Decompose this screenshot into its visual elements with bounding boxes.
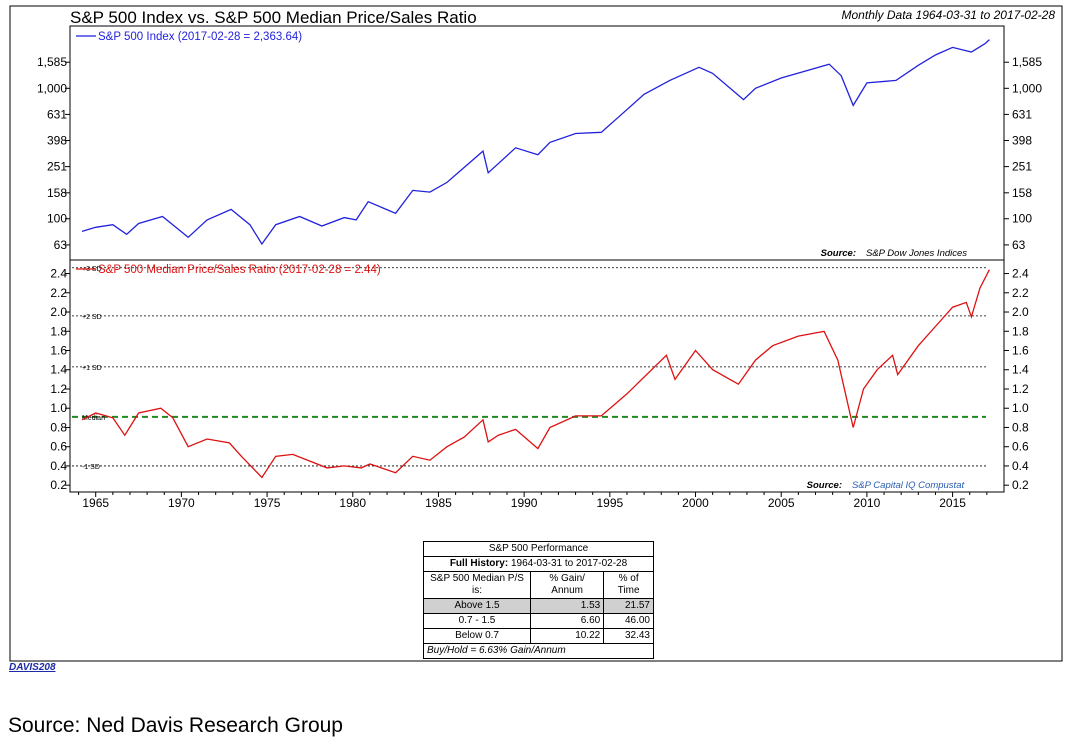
row-gain: 1.53 bbox=[530, 598, 605, 614]
table-row-header: S&P 500 Median P/S is: bbox=[422, 571, 532, 599]
y-tick-label-right: 1.8 bbox=[1012, 324, 1029, 338]
table-col-gain: % Gain/ Annum bbox=[530, 571, 605, 599]
y-tick-label-left: 1.0 bbox=[50, 401, 67, 415]
y-tick-label-right: 0.6 bbox=[1012, 440, 1029, 454]
y-tick-label-right: 1.2 bbox=[1012, 382, 1029, 396]
row-label: Below 0.7 bbox=[422, 628, 532, 644]
y-tick-label-left: 100 bbox=[47, 212, 67, 226]
x-tick-label: 1970 bbox=[168, 496, 195, 510]
median-ps-ratio-line bbox=[81, 269, 990, 479]
x-tick-label: 1965 bbox=[82, 496, 109, 510]
y-tick-label-left: 63 bbox=[54, 238, 68, 252]
sd-line-label: -1 SD bbox=[82, 464, 100, 471]
x-tick-label: 2015 bbox=[939, 496, 966, 510]
history-label: Full History: bbox=[449, 558, 509, 569]
table-row: Above 1.5 1.53 21.57 bbox=[422, 598, 654, 614]
y-tick-label-right: 100 bbox=[1012, 212, 1032, 226]
top-panel-frame bbox=[69, 25, 1005, 261]
x-tick-label: 1975 bbox=[254, 496, 281, 510]
davis-code: DAVIS208 bbox=[9, 662, 56, 673]
top-source-value: S&P Dow Jones Indices bbox=[866, 248, 967, 259]
table-row: Below 0.7 10.22 32.43 bbox=[422, 628, 654, 644]
x-tick-label: 1985 bbox=[425, 496, 452, 510]
y-tick-label-left: 2.0 bbox=[50, 305, 67, 319]
y-tick-label-right: 2.0 bbox=[1012, 305, 1029, 319]
y-tick-label-right: 1.6 bbox=[1012, 344, 1029, 358]
y-tick-label-right: 398 bbox=[1012, 133, 1032, 147]
y-tick-label-left: 1.8 bbox=[50, 324, 67, 338]
sd-line-label: +1 SD bbox=[82, 365, 102, 372]
y-tick-label-left: 398 bbox=[47, 133, 67, 147]
x-tick-label: 1995 bbox=[596, 496, 623, 510]
row-time: 46.00 bbox=[603, 613, 654, 629]
y-tick-label-right: 2.4 bbox=[1012, 267, 1029, 281]
y-tick-label-left: 2.2 bbox=[50, 286, 67, 300]
y-tick-label-right: 1.4 bbox=[1012, 363, 1029, 377]
y-tick-label-left: 0.2 bbox=[50, 478, 67, 492]
table-col-time: % of Time bbox=[603, 571, 654, 599]
y-tick-label-left: 0.6 bbox=[50, 440, 67, 454]
sd-line-label: +2 SD bbox=[82, 314, 102, 321]
y-tick-label-left: 251 bbox=[47, 160, 67, 174]
y-tick-label-left: 1.6 bbox=[50, 344, 67, 358]
y-tick-label-left: 0.4 bbox=[50, 459, 67, 473]
chart-subtitle: Monthly Data 1964-03-31 to 2017-02-28 bbox=[842, 8, 1056, 22]
y-tick-label-right: 2.2 bbox=[1012, 286, 1029, 300]
x-tick-label: 1990 bbox=[511, 496, 538, 510]
bottom-source-label: Source: bbox=[807, 480, 842, 491]
ratio-legend-label: S&P 500 Median Price/Sales Ratio (2017-0… bbox=[98, 264, 381, 276]
row-time: 21.57 bbox=[603, 598, 654, 614]
bottom-source-value: S&P Capital IQ Compustat bbox=[852, 480, 964, 491]
y-tick-label-left: 1,585 bbox=[37, 55, 67, 69]
y-tick-label-left: 0.8 bbox=[50, 420, 67, 434]
sd-line-label: Median bbox=[82, 415, 105, 422]
table-history: Full History: 1964-03-31 to 2017-02-28 bbox=[423, 556, 654, 572]
x-tick-label: 2010 bbox=[854, 496, 881, 510]
y-tick-label-right: 158 bbox=[1012, 186, 1032, 200]
x-tick-label: 1980 bbox=[339, 496, 366, 510]
y-tick-label-right: 631 bbox=[1012, 107, 1032, 121]
y-tick-label-right: 1,585 bbox=[1012, 55, 1042, 69]
bottom-panel-frame bbox=[69, 259, 1005, 493]
y-tick-label-right: 251 bbox=[1012, 160, 1032, 174]
index-legend-label: S&P 500 Index (2017-02-28 = 2,363.64) bbox=[98, 31, 302, 43]
y-tick-label-right: 0.4 bbox=[1012, 459, 1029, 473]
x-axis: 1965 1970 1975 1980 1985 1990 1995 2000 2005 2010… bbox=[78, 492, 988, 510]
performance-table: S&P 500 Performance Full History: 1964-0… bbox=[422, 541, 654, 659]
y-tick-label-left: 1.4 bbox=[50, 363, 67, 377]
y-tick-label-right: 0.8 bbox=[1012, 420, 1029, 434]
x-tick-label: 2005 bbox=[768, 496, 795, 510]
y-tick-label-left: 1,000 bbox=[37, 81, 67, 95]
row-label: 0.7 - 1.5 bbox=[422, 613, 532, 629]
y-tick-label-left: 631 bbox=[47, 107, 67, 121]
y-tick-label-left: 1.2 bbox=[50, 382, 67, 396]
sp500-index-line bbox=[81, 39, 990, 246]
x-tick-label: 2000 bbox=[682, 496, 709, 510]
source-caption: Source: Ned Davis Research Group bbox=[8, 714, 343, 737]
row-gain: 6.60 bbox=[530, 613, 605, 629]
top-panel-ticks: 63 63 100 100 158 158 251 251 398 398 631 631 1,000 1… bbox=[37, 55, 1042, 252]
y-tick-label-left: 2.4 bbox=[50, 267, 67, 281]
history-range: 1964-03-31 to 2017-02-28 bbox=[510, 558, 628, 569]
figure-border bbox=[9, 5, 1063, 662]
row-gain: 10.22 bbox=[530, 628, 605, 644]
row-label: Above 1.5 bbox=[422, 598, 532, 614]
y-tick-label-right: 1,000 bbox=[1012, 81, 1042, 95]
bottom-panel-ticks: 0.2 0.2 0.4 0.4 0.6 0.6 0.8 0.8 1.0 1.0 1.2 1.2 1.4 1… bbox=[50, 267, 1029, 493]
chart-title: S&P 500 Index vs. S&P 500 Median Price/S… bbox=[70, 8, 477, 27]
y-tick-label-right: 63 bbox=[1012, 238, 1026, 252]
y-tick-label-right: 1.0 bbox=[1012, 401, 1029, 415]
y-tick-label-left: 158 bbox=[47, 186, 67, 200]
table-row: 0.7 - 1.5 6.60 46.00 bbox=[422, 613, 654, 629]
table-title: S&P 500 Performance bbox=[423, 541, 654, 557]
top-source-label: Source: bbox=[821, 248, 856, 259]
table-footer: Buy/Hold = 6.63% Gain/Annum bbox=[423, 643, 654, 659]
y-tick-label-right: 0.2 bbox=[1012, 478, 1029, 492]
row-time: 32.43 bbox=[603, 628, 654, 644]
